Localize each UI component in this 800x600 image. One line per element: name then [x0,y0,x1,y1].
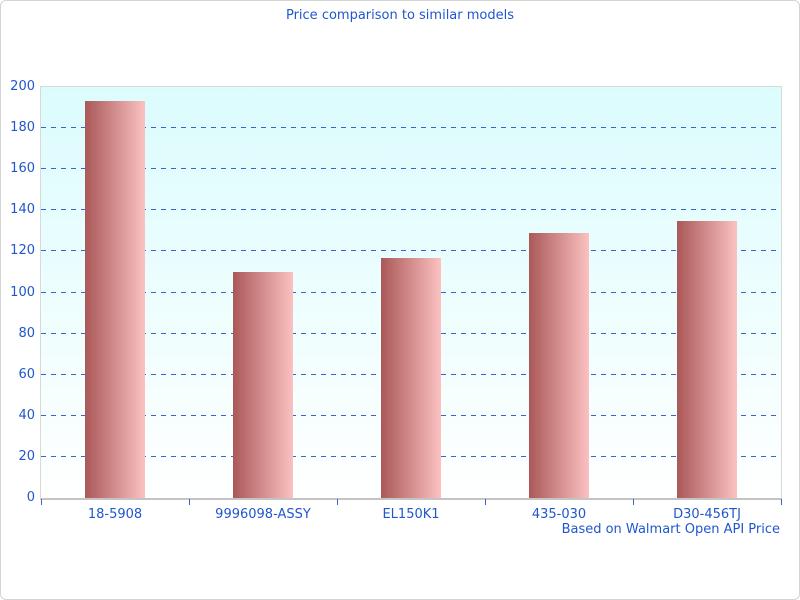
bar-EL150K1 [381,257,441,498]
y-axis-label-100: 100 [10,284,35,300]
y-axis-label-60: 60 [18,366,35,382]
x-axis-label-D30-456TJ: D30-456TJ [673,507,741,522]
x-axis-label-435-030: 435-030 [531,507,587,522]
bar-D30-456TJ [677,220,737,498]
plot-area [40,86,782,500]
bar-435-030 [529,232,589,498]
y-axis-label-120: 120 [10,243,35,259]
x-axis-label-9996098-ASSY: 9996098-ASSY [215,507,311,522]
x-axis-tick-2 [337,499,338,505]
y-axis-label-140: 140 [10,202,35,218]
y-axis-label-200: 200 [10,79,35,94]
y-axis-label-80: 80 [18,325,35,341]
x-axis-tick-3 [485,499,486,505]
y-axis-label-180: 180 [10,120,35,136]
x-axis-tick-1 [189,499,190,505]
x-axis-tick-5 [781,499,782,505]
x-axis-label-18-5908: 18-5908 [87,507,143,522]
gridline-140 [41,209,781,211]
bar-9996098-ASSY [233,271,293,498]
y-axis-label-40: 40 [18,407,35,423]
bar-18-5908 [85,101,145,498]
y-axis-label-20: 20 [18,448,35,464]
gridline-120 [41,250,781,252]
chart-title: Price comparison to similar models [285,8,515,23]
x-axis-label-EL150K1: EL150K1 [382,507,440,522]
x-axis-tick-0 [41,499,42,505]
x-axis-tick-4 [633,499,634,505]
gridline-180 [41,127,781,129]
gridline-160 [41,168,781,170]
chart-footer: Based on Walmart Open API Price [561,522,780,537]
y-axis-label-160: 160 [10,161,35,177]
y-axis-label-0: 0 [26,490,35,505]
